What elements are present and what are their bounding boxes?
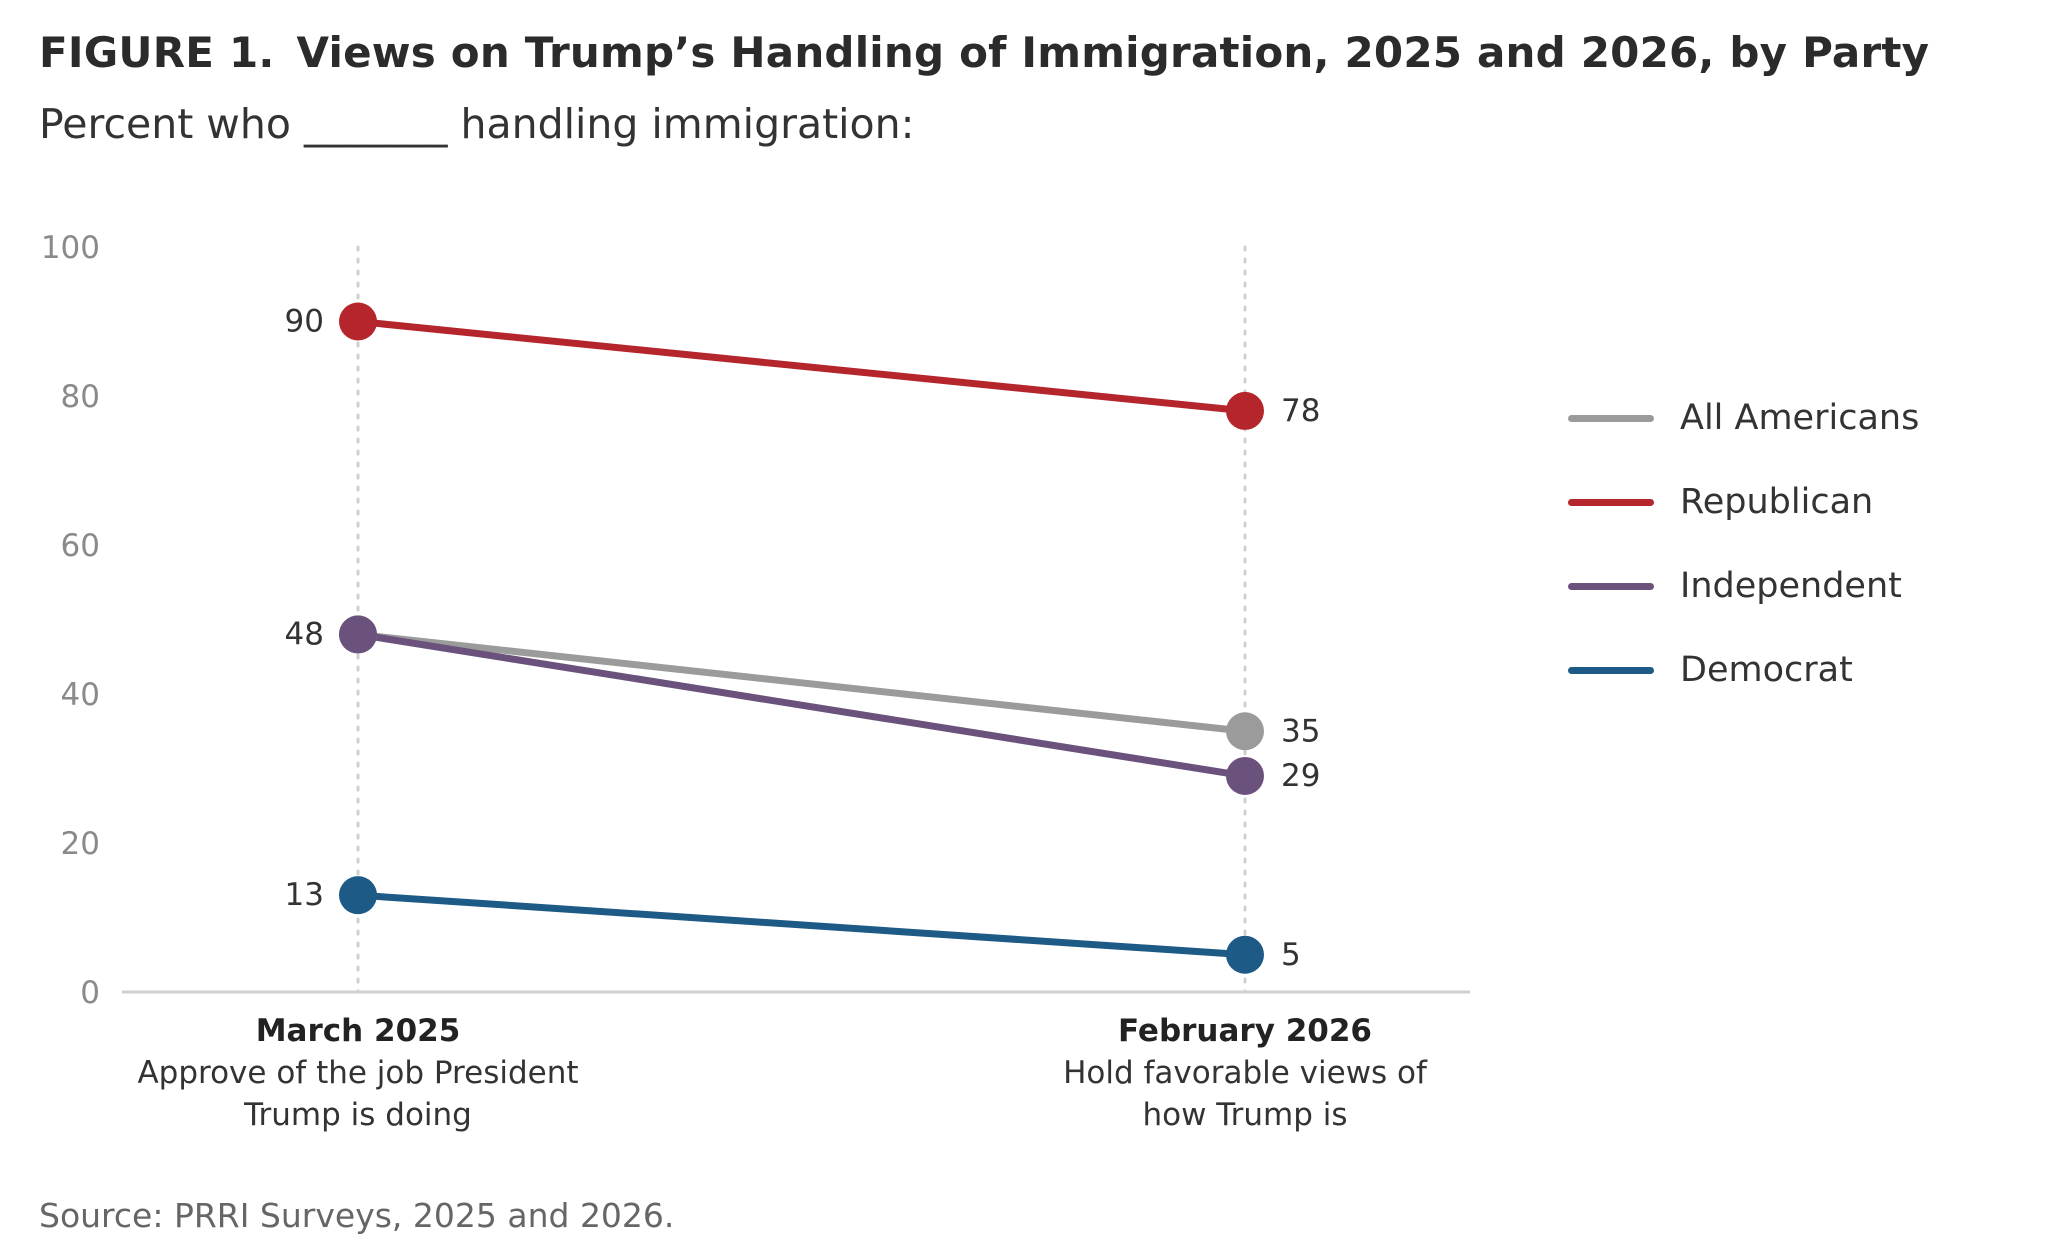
figure-label: FIGURE 1. <box>39 28 275 77</box>
category-guides <box>356 245 1247 994</box>
data-labels: 48 90 13 35 78 29 5 <box>285 304 1321 973</box>
legend-swatch <box>1568 498 1654 506</box>
x-category-description: Approve of the job President <box>137 1055 578 1091</box>
series-line <box>354 891 1249 959</box>
legend-label: Democrat <box>1680 650 1853 690</box>
y-tick-label: 40 <box>61 677 100 713</box>
data-point <box>339 876 377 915</box>
legend-label: Independent <box>1680 566 1902 606</box>
legend-swatch <box>1568 666 1654 674</box>
x-axis: March 2025 Approve of the job President Tr… <box>137 1013 1428 1133</box>
data-point <box>339 302 377 341</box>
x-category-description: how Trump is <box>1142 1097 1347 1133</box>
data-point <box>1226 712 1264 751</box>
data-label: 48 <box>285 616 324 652</box>
legend-label: All Americans <box>1680 398 1920 438</box>
y-tick-label: 20 <box>61 826 100 862</box>
y-tick-label: 0 <box>80 975 100 1011</box>
legend-item: Independent <box>1568 544 1919 628</box>
y-tick-label: 80 <box>61 379 100 415</box>
data-label: 78 <box>1281 393 1320 429</box>
y-tick-label: 100 <box>41 230 100 266</box>
legend-item: All Americans <box>1568 376 1919 460</box>
data-point <box>1226 391 1264 430</box>
data-point <box>1226 935 1264 974</box>
data-points <box>339 302 1264 974</box>
y-tick-label: 60 <box>61 528 100 564</box>
series-line <box>354 318 1249 415</box>
legend: All Americans Republican Independent Democr… <box>1568 376 1919 712</box>
legend-item: Republican <box>1568 460 1919 544</box>
legend-swatch <box>1568 582 1654 590</box>
x-category-label: February 2026 <box>1118 1013 1372 1049</box>
x-category-description: Trump is doing <box>243 1097 472 1133</box>
data-point <box>1226 756 1264 795</box>
legend-swatch <box>1568 414 1654 422</box>
chart-subtitle: Percent who _______ handling immigration… <box>39 100 915 148</box>
data-label: 13 <box>285 877 324 913</box>
data-point <box>339 615 377 654</box>
series-line <box>354 630 1249 735</box>
x-category-description: Hold favorable views of <box>1063 1055 1428 1091</box>
data-label: 90 <box>285 304 324 340</box>
legend-item: Democrat <box>1568 628 1919 712</box>
legend-label: Republican <box>1680 482 1874 522</box>
source-note: Source: PRRI Surveys, 2025 and 2026. <box>39 1196 675 1235</box>
series-line <box>354 630 1249 780</box>
x-category-label: March 2025 <box>256 1013 461 1049</box>
data-label: 5 <box>1281 937 1301 973</box>
data-label: 35 <box>1281 713 1320 749</box>
title-text: Views on Trump’s Handling of Immigration… <box>296 28 1930 77</box>
data-label: 29 <box>1281 758 1320 794</box>
y-axis: 0 20 40 60 80 100 <box>41 230 100 1011</box>
series-lines <box>354 318 1249 959</box>
chart-title: FIGURE 1. Views on Trump’s Handling of Im… <box>39 28 1929 77</box>
